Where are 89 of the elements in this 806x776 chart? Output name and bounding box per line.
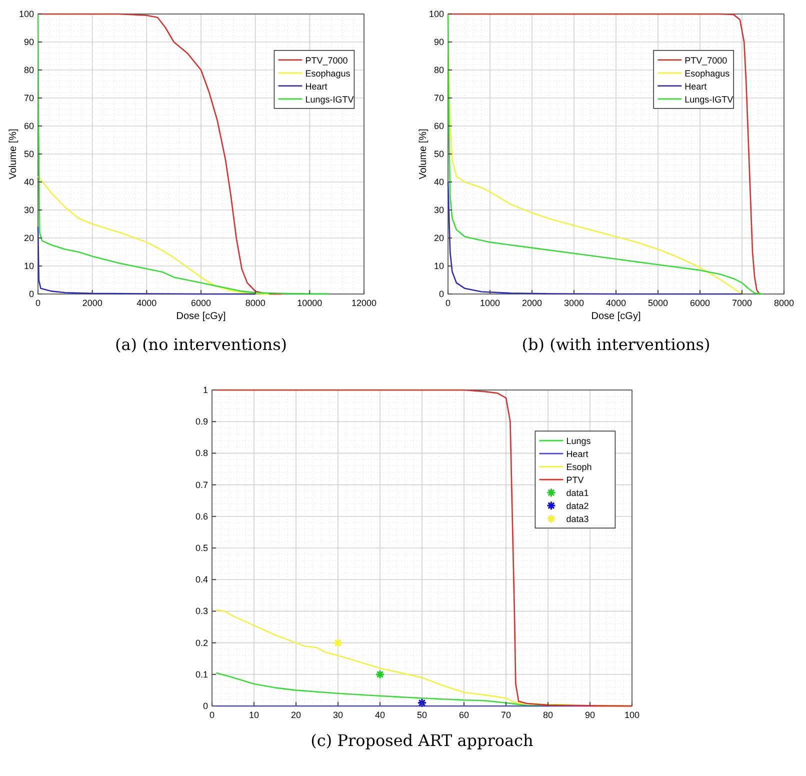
y-tick-label: 0.8 — [195, 448, 208, 458]
x-tick-label: 20 — [290, 710, 302, 720]
y-tick-label: 0 — [202, 701, 208, 711]
text: (a) (no interventions) — [114, 335, 288, 354]
x-tick-label: 4000 — [606, 298, 626, 308]
legend-label: Esoph — [566, 462, 592, 472]
y-tick-label: 60 — [24, 121, 34, 131]
y-tick-label: 0.2 — [195, 638, 208, 648]
x-tick-label: 90 — [584, 710, 596, 720]
line-series — [216, 389, 633, 707]
y-tick-label: 0.5 — [195, 543, 208, 553]
x-tick-label: 50 — [416, 710, 428, 720]
y-tick-label: 0 — [28, 289, 34, 299]
y-tick-label: 90 — [24, 37, 34, 47]
y-tick-label: 100 — [428, 9, 444, 19]
x-tick-label: 80 — [542, 710, 554, 720]
text: (b) (with interventions) — [522, 335, 710, 354]
x-tick-label: 5000 — [648, 298, 668, 308]
x-tick-label: 7000 — [732, 298, 752, 308]
y-tick-label: 50 — [24, 149, 34, 159]
x-tick-label: 1000 — [480, 298, 500, 308]
x-tick-label: 10000 — [297, 298, 322, 308]
x-axis-title: Dose [cGy] — [591, 311, 641, 322]
line-series — [447, 181, 743, 295]
x-tick-label: 10 — [248, 710, 260, 720]
x-tick-label: 0 — [445, 298, 451, 308]
y-tick-label: 40 — [24, 177, 34, 187]
x-tick-label: 0 — [35, 298, 41, 308]
x-tick-label: 0 — [209, 710, 215, 720]
legend-label: Lungs-IGTV — [684, 94, 734, 104]
y-tick-label: 30 — [434, 205, 444, 215]
y-tick-label: 1 — [202, 385, 208, 395]
text: (c) Proposed ART approach — [310, 731, 534, 750]
x-tick-label: 6000 — [190, 298, 212, 308]
y-tick-label: 70 — [434, 93, 444, 103]
legend-label: Esophagus — [305, 68, 351, 78]
y-tick-label: 40 — [434, 177, 444, 187]
legend-label: Lungs-IGTV — [305, 94, 354, 104]
y-tick-label: 60 — [434, 121, 444, 131]
x-tick-label: 8000 — [245, 298, 266, 308]
y-tick-label: 0.7 — [195, 480, 208, 490]
y-tick-label: 0.9 — [195, 416, 208, 427]
x-tick-label: 40 — [374, 710, 386, 720]
legend-label: Heart — [566, 449, 589, 460]
x-tick-label: 2000 — [522, 298, 542, 308]
y-tick-label: 30 — [24, 205, 34, 215]
y-tick-label: 90 — [434, 37, 444, 47]
x-tick-label: 12000 — [351, 298, 377, 308]
y-axis-title: Volume [%] — [8, 128, 19, 180]
legend-label: Esophagus — [684, 68, 730, 78]
y-tick-label: 80 — [434, 65, 444, 75]
y-tick-label: 10 — [434, 261, 444, 271]
x-tick-label: 70 — [500, 710, 512, 720]
legend-label: data1 — [566, 488, 589, 498]
y-tick-label: 80 — [24, 65, 34, 75]
x-axis-title: Dose [cGy] — [176, 311, 226, 322]
y-tick-label: 70 — [24, 93, 34, 103]
y-tick-label: 100 — [18, 9, 34, 19]
y-tick-label: 50 — [434, 149, 444, 159]
y-tick-label: 10 — [24, 261, 34, 271]
legend-label: data3 — [566, 514, 589, 524]
point — [417, 698, 427, 708]
legend-label: Lungs — [566, 436, 592, 446]
point — [333, 638, 343, 648]
legend-label: PTV — [566, 475, 584, 486]
legend-label: PTV_7000 — [684, 55, 728, 66]
y-tick-label: 0 — [438, 289, 444, 299]
x-tick-label: 8000 — [774, 298, 794, 308]
y-tick-label: 20 — [434, 233, 444, 243]
legend-label: data2 — [566, 501, 589, 512]
legend-label: Heart — [305, 81, 328, 92]
line-series — [37, 226, 256, 295]
y-axis-title: Volume [%] — [418, 128, 429, 180]
x-tick-label: 3000 — [564, 298, 584, 308]
x-tick-label: 2000 — [82, 298, 102, 308]
legend-label: PTV_7000 — [305, 55, 348, 66]
x-tick-label: 60 — [458, 710, 470, 720]
y-tick-label: 0.6 — [195, 511, 208, 522]
y-tick-label: 0.4 — [195, 574, 208, 585]
y-tick-label: 0.3 — [195, 606, 208, 616]
x-tick-label: 6000 — [690, 298, 710, 308]
y-tick-label: 0.1 — [195, 669, 208, 680]
point — [375, 670, 385, 680]
line-series — [37, 176, 270, 295]
x-tick-label: 30 — [332, 710, 344, 720]
x-tick-label: 100 — [624, 710, 640, 720]
x-tick-label: 4000 — [136, 298, 157, 308]
legend-label: Heart — [684, 81, 708, 92]
y-tick-label: 20 — [24, 233, 34, 243]
